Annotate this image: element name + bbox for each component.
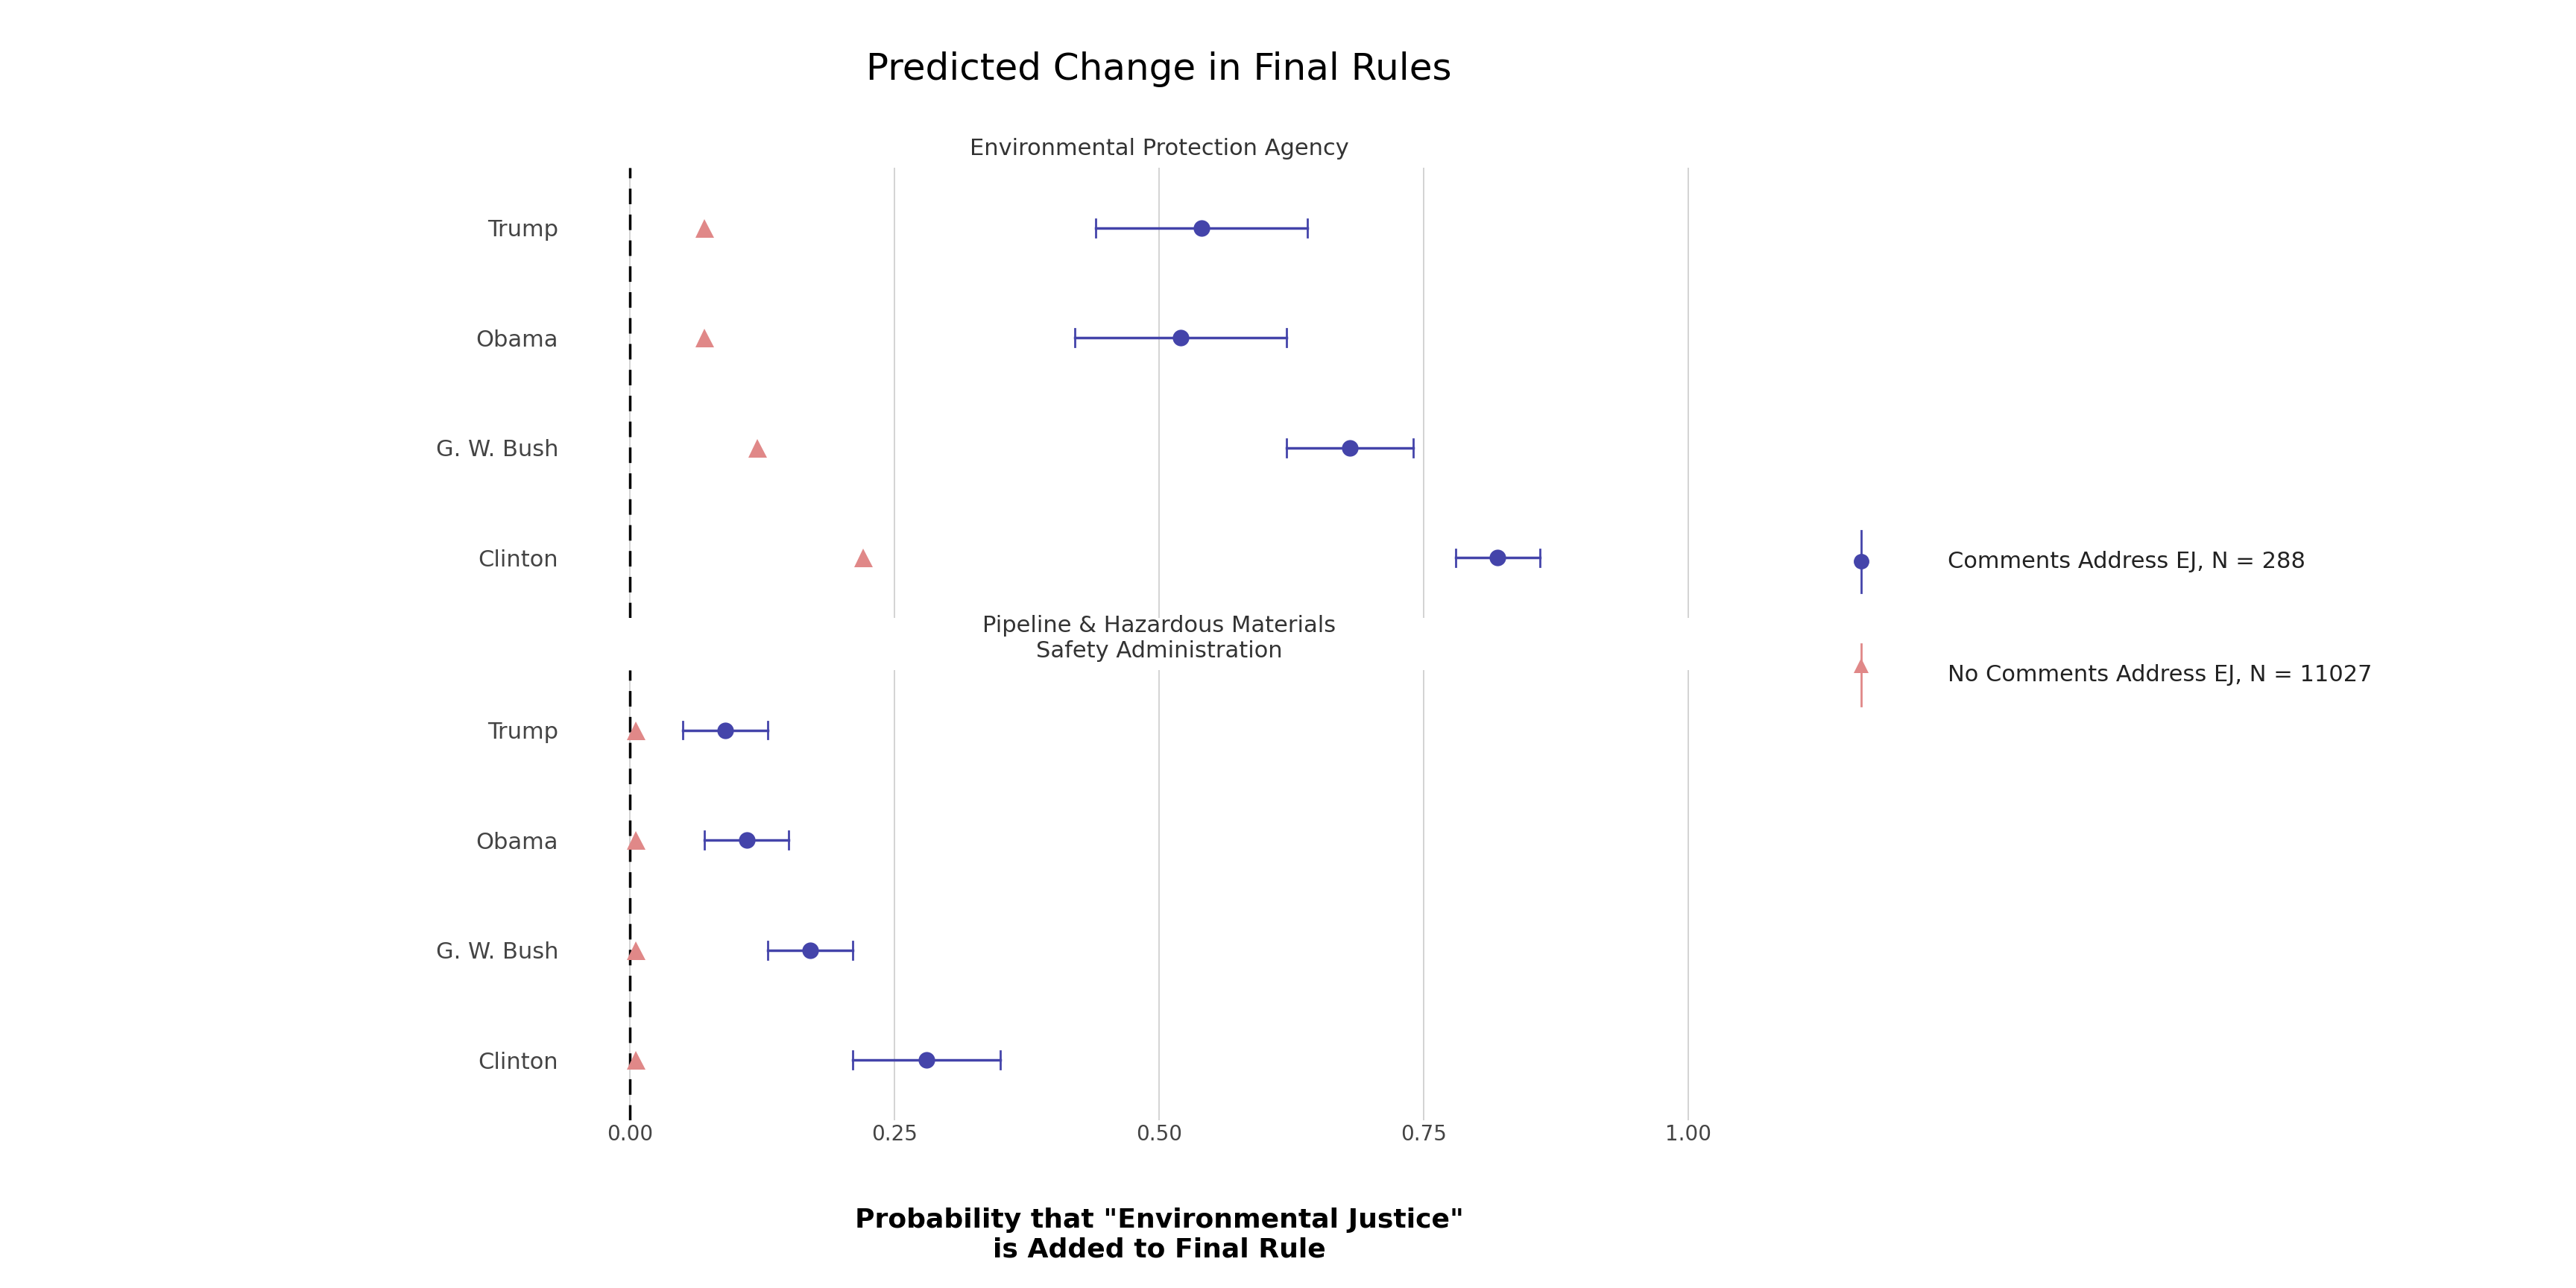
- Text: Predicted Change in Final Rules: Predicted Change in Final Rules: [866, 52, 1453, 88]
- Text: No Comments Address EJ, N = 11027: No Comments Address EJ, N = 11027: [1947, 665, 2372, 685]
- Text: Comments Address EJ, N = 288: Comments Address EJ, N = 288: [1947, 551, 2306, 572]
- Title: Environmental Protection Agency: Environmental Protection Agency: [969, 138, 1350, 160]
- Text: Probability that "Environmental Justice"
is Added to Final Rule: Probability that "Environmental Justice"…: [855, 1208, 1463, 1262]
- Title: Pipeline & Hazardous Materials
Safety Administration: Pipeline & Hazardous Materials Safety Ad…: [981, 616, 1337, 662]
